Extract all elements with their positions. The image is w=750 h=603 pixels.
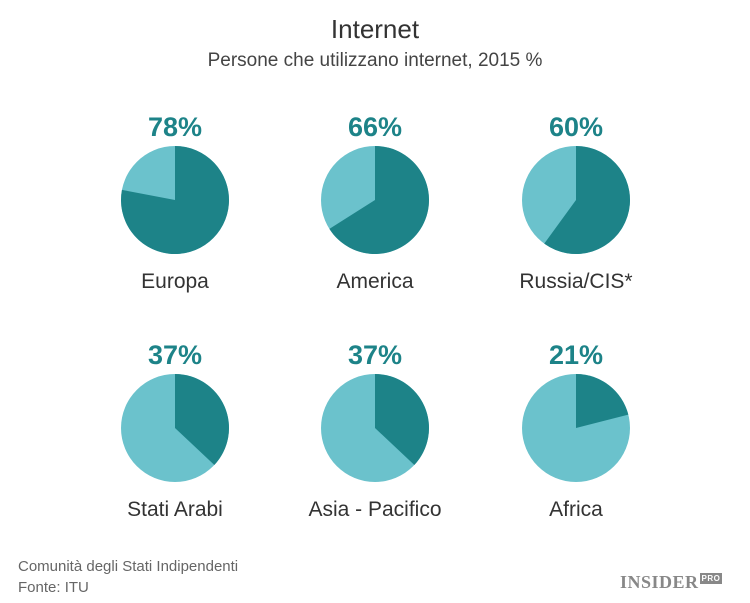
percent-label: 21% (548, 340, 604, 370)
pie-chart (321, 146, 429, 254)
percent-label: 37% (347, 340, 403, 370)
pie-panel-asia-pacifico: 37% Asia - Pacifico (285, 338, 465, 524)
pie-slice-users (576, 374, 629, 428)
region-label: Africa (549, 498, 603, 521)
percent-label: 37% (147, 340, 203, 370)
pie-panel-russia-cis: 60% Russia/CIS* (486, 110, 666, 296)
pie-slice-users (175, 374, 229, 465)
pie-chart (522, 374, 630, 482)
source-note: Fonte: ITU (18, 579, 89, 596)
pie-chart (522, 146, 630, 254)
insider-pro-logo: INSIDER PRO (620, 572, 723, 593)
chart-title: Internet (330, 14, 420, 44)
pie-slice-users (375, 374, 429, 465)
logo-text: INSIDER (620, 572, 699, 592)
pie-chart (121, 146, 229, 254)
pie-slice-users (121, 146, 229, 254)
region-label: Asia - Pacifico (308, 498, 442, 521)
footnote: Comunità degli Stati Indipendenti Fonte:… (18, 556, 238, 598)
region-label: Europa (141, 270, 209, 293)
percent-label: 78% (147, 112, 203, 142)
pie-slice-users (329, 146, 429, 254)
pie-chart (121, 374, 229, 482)
percent-label: 66% (347, 112, 403, 142)
pie-panel-africa: 21% Africa (486, 338, 666, 524)
percent-label: 60% (548, 112, 604, 142)
logo-badge: PRO (699, 573, 723, 584)
pie-chart (321, 374, 429, 482)
pie-panel-america: 66% America (285, 110, 465, 296)
region-label: Russia/CIS* (519, 270, 633, 293)
region-label: America (336, 270, 414, 293)
pie-slice-users (544, 146, 630, 254)
pie-panel-stati-arabi: 37% Stati Arabi (85, 338, 265, 524)
pie-panel-europa: 78% Europa (85, 110, 265, 296)
region-label: Stati Arabi (127, 498, 223, 521)
chart-subtitle: Persone che utilizzano internet, 2015 % (207, 50, 543, 71)
footnote-note: Comunità degli Stati Indipendenti (18, 558, 239, 575)
